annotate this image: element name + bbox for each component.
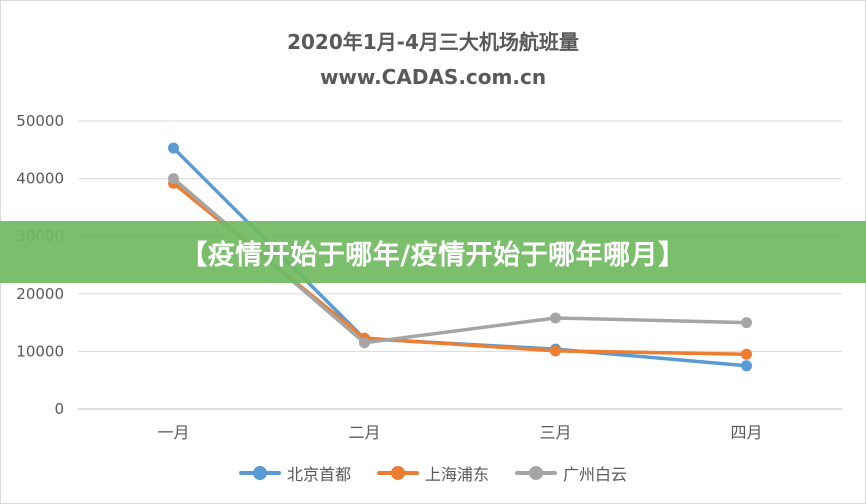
data-point (741, 348, 752, 360)
chart-subtitle: www.CADAS.com.cn (319, 65, 547, 89)
x-tick-label: 二月 (348, 423, 380, 442)
legend-label: 广州白云 (563, 465, 628, 484)
legend-label: 北京首都 (286, 465, 351, 484)
legend-label: 上海浦东 (424, 465, 489, 484)
data-point (741, 360, 752, 372)
legend-item: 上海浦东 (376, 461, 489, 485)
x-tick-label: 一月 (157, 423, 189, 442)
data-point (168, 142, 179, 154)
x-tick-label: 三月 (539, 423, 571, 442)
legend-swatch (376, 466, 419, 480)
legend-item: 广州白云 (515, 461, 627, 485)
y-tick-label: 40000 (16, 170, 64, 188)
overlay-banner: 【疫情开始于哪年/疫情开始于哪年哪月】 (0, 221, 866, 283)
legend-swatch (238, 466, 281, 480)
y-tick-label: 0 (54, 400, 64, 418)
chart-title: 2020年1月-4月三大机场航班量 (287, 30, 579, 54)
data-point (550, 312, 561, 324)
data-point (741, 317, 752, 329)
y-tick-label: 20000 (16, 285, 64, 303)
x-tick-label: 四月 (730, 423, 762, 442)
y-tick-label: 10000 (16, 342, 64, 360)
data-point (359, 337, 370, 349)
y-tick-label: 50000 (16, 112, 64, 130)
data-point (550, 345, 561, 357)
legend-item: 北京首都 (238, 461, 351, 485)
chart-legend: 北京首都 上海浦东 广州白云 (0, 460, 866, 486)
data-point (168, 173, 179, 185)
legend-swatch (515, 466, 557, 480)
